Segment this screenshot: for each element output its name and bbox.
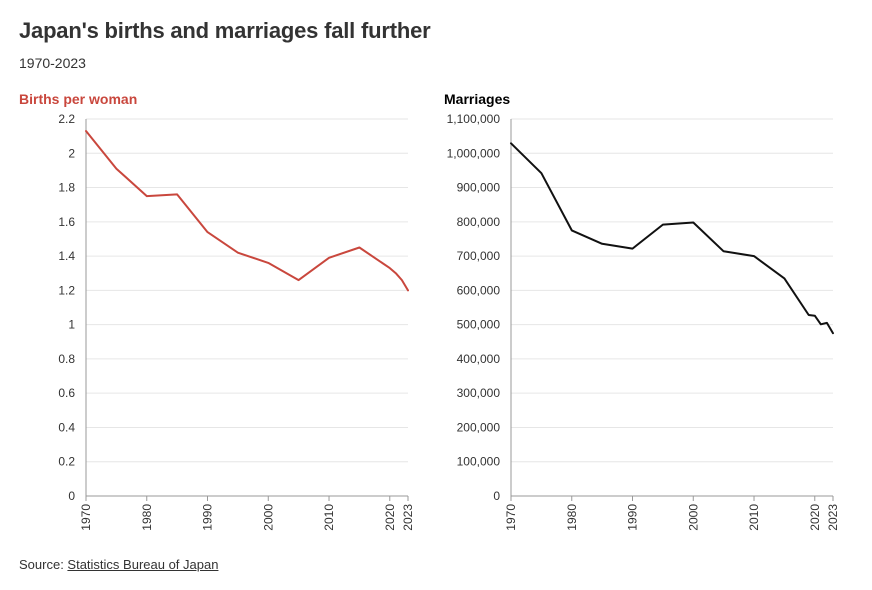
marriages-y-tick-label: 1,000,000 <box>447 146 501 160</box>
births-series-line <box>85 130 409 292</box>
births-y-tick-label: 1.8 <box>58 181 75 195</box>
births-y-tick-label: 0.8 <box>58 352 75 366</box>
marriages-x-tick-label: 1980 <box>565 504 579 531</box>
marriages-y-tick-label: 700,000 <box>457 249 501 263</box>
source-prefix: Source: <box>19 557 68 572</box>
chart-title: Japan's births and marriages fall furthe… <box>19 18 431 43</box>
births-y-tick-label: 0.4 <box>58 420 75 434</box>
births-chart: 0 0.2 0.4 0.6 0.8 1 1.2 1.4 1.6 1.8 2 2.2 1970 1980 19… <box>58 112 415 531</box>
marriages-x-tick-label: 1970 <box>504 504 518 531</box>
marriages-y-tick-label: 0 <box>493 489 500 503</box>
marriages-y-tick-label: 300,000 <box>457 386 501 400</box>
births-x-tick-label: 1970 <box>79 504 93 531</box>
births-y-tick-label: 2.2 <box>58 112 75 126</box>
marriages-y-tick-label: 1,100,000 <box>447 112 501 126</box>
marriages-y-tick-label: 400,000 <box>457 352 501 366</box>
births-x-tick-label: 2020 <box>383 504 397 531</box>
births-y-tick-label: 0 <box>68 489 75 503</box>
marriages-x-tick-label: 2023 <box>826 504 840 531</box>
births-x-tick-label: 2023 <box>401 504 415 531</box>
source-link[interactable]: Statistics Bureau of Japan <box>67 557 219 572</box>
births-y-tick-label: 1.6 <box>58 215 75 229</box>
marriages-y-tick-label: 600,000 <box>457 283 501 297</box>
marriages-series-line <box>510 142 834 335</box>
marriages-x-tick-label: 2010 <box>747 504 761 531</box>
marriages-y-tick-label: 800,000 <box>457 215 501 229</box>
marriages-y-tick-label: 900,000 <box>457 181 501 195</box>
marriages-panel-title: Marriages <box>444 91 511 107</box>
marriages-x-tick-label: 2020 <box>808 504 822 531</box>
marriages-y-tick-label: 100,000 <box>457 455 501 469</box>
marriages-y-tick-label: 500,000 <box>457 318 501 332</box>
births-y-tick-label: 1.4 <box>58 249 75 263</box>
marriages-chart: 0 100,000 200,000 300,000 400,000 500,000 600,… <box>447 112 840 531</box>
births-x-tick-label: 2010 <box>322 504 336 531</box>
marriages-x-tick-label: 2000 <box>686 504 700 531</box>
births-panel-title: Births per woman <box>19 91 138 107</box>
births-x-tick-label: 1980 <box>140 504 154 531</box>
births-y-tick-label: 2 <box>68 146 75 160</box>
births-y-tick-label: 1.2 <box>58 283 75 297</box>
marriages-y-tick-label: 200,000 <box>457 420 501 434</box>
births-y-tick-label: 1 <box>68 318 75 332</box>
source-note: Source: Statistics Bureau of Japan <box>19 557 218 572</box>
births-y-tick-label: 0.6 <box>58 386 75 400</box>
births-x-tick-label: 1990 <box>201 504 215 531</box>
chart-subtitle: 1970-2023 <box>19 55 86 71</box>
births-x-tick-label: 2000 <box>261 504 275 531</box>
births-y-tick-label: 0.2 <box>58 455 75 469</box>
marriages-x-tick-label: 1990 <box>626 504 640 531</box>
